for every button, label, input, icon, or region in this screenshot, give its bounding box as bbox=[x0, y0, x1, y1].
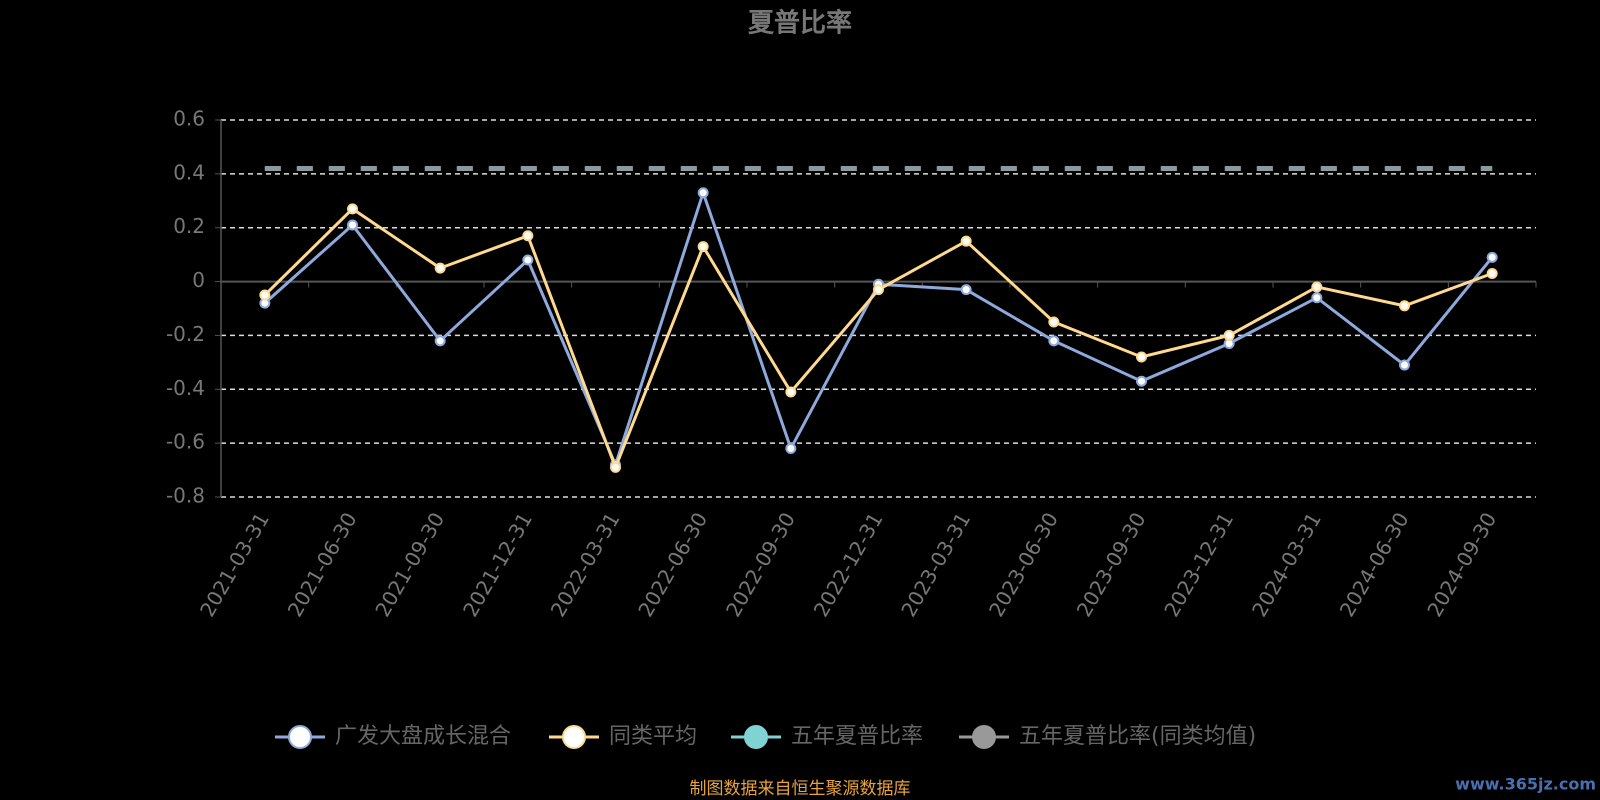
data-point bbox=[1223, 329, 1235, 341]
data-point bbox=[1399, 359, 1410, 371]
legend-item[interactable]: 广发大盘成长混合 bbox=[275, 724, 511, 749]
data-point bbox=[697, 187, 709, 199]
y-tick-label: -0.6 bbox=[166, 430, 205, 454]
data-point bbox=[434, 262, 446, 274]
data-point bbox=[1311, 281, 1323, 293]
y-tick-label: -0.4 bbox=[166, 376, 205, 400]
source-note: 制图数据来自恒生聚源数据库 bbox=[690, 779, 911, 799]
data-point bbox=[1486, 267, 1498, 279]
watermark: www.365jz.com bbox=[1455, 775, 1596, 794]
legend-label: 同类平均 bbox=[609, 724, 697, 749]
legend-item[interactable]: 同类平均 bbox=[549, 724, 697, 749]
chart-title: 夏普比率 bbox=[748, 8, 852, 39]
data-point bbox=[259, 289, 271, 301]
data-point bbox=[785, 443, 797, 455]
data-point bbox=[873, 284, 884, 296]
legend-marker bbox=[972, 725, 996, 749]
data-point bbox=[610, 461, 621, 473]
data-point bbox=[522, 254, 534, 266]
data-point bbox=[697, 241, 709, 253]
y-tick-label: 0.2 bbox=[173, 214, 205, 238]
data-point bbox=[1136, 351, 1147, 363]
data-point bbox=[434, 335, 446, 347]
data-point bbox=[1136, 375, 1147, 387]
y-tick-label: -0.8 bbox=[166, 484, 205, 508]
y-tick-label: 0 bbox=[192, 268, 205, 292]
legend-item[interactable]: 五年夏普比率 bbox=[731, 724, 923, 749]
data-point bbox=[1399, 300, 1410, 312]
data-point bbox=[522, 230, 534, 242]
legend-item[interactable]: 五年夏普比率(同类均值) bbox=[959, 724, 1256, 749]
data-point bbox=[1486, 251, 1498, 263]
legend-label: 广发大盘成长混合 bbox=[335, 724, 511, 749]
y-tick-label: 0.4 bbox=[173, 160, 205, 184]
y-tick-label: -0.2 bbox=[166, 322, 205, 346]
data-point bbox=[1311, 292, 1323, 304]
data-point bbox=[347, 219, 358, 231]
data-point bbox=[1048, 335, 1060, 347]
legend-marker bbox=[288, 725, 312, 749]
legend-label: 五年夏普比率(同类均值) bbox=[1019, 724, 1256, 749]
legend-label: 五年夏普比率 bbox=[791, 724, 923, 749]
y-tick-label: 0.6 bbox=[173, 107, 205, 131]
data-point bbox=[960, 284, 972, 296]
data-point bbox=[785, 386, 797, 398]
data-point bbox=[1048, 316, 1060, 328]
legend-marker bbox=[744, 725, 768, 749]
data-point bbox=[960, 235, 972, 247]
data-point bbox=[347, 203, 358, 215]
legend-marker bbox=[562, 725, 586, 749]
